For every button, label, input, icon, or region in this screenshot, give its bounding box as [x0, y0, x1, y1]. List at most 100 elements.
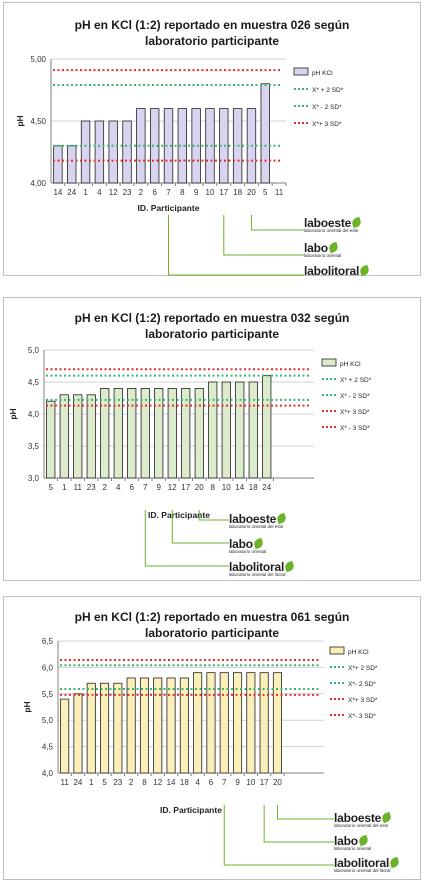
chart-panel-032: pH en KCl (1:2) reportado en muestra 032…: [3, 297, 421, 581]
y-tick-label: 5,0: [42, 716, 54, 725]
bar-20: [194, 388, 204, 479]
bar-2: [136, 108, 146, 184]
laboeste-logo: laboeste laboratorio oriental del este: [304, 216, 363, 233]
bar-14: [235, 381, 245, 479]
bar-10: [246, 672, 256, 774]
y-tick-label: 4,50: [30, 117, 46, 126]
bar-24: [67, 145, 77, 184]
bar-14: [53, 145, 63, 184]
bar-10: [205, 108, 215, 184]
leaf-icon: [275, 512, 288, 525]
logo-labolitoral-text: labolitoral: [304, 264, 360, 278]
bar-12: [167, 388, 177, 479]
labolitoral-logo: labolitoral laboratorio oriental del lit…: [334, 856, 401, 873]
x-tick-label: 18: [233, 188, 242, 197]
x-tick-label: 11: [275, 188, 284, 197]
legend-label: X* - 2 SD*: [340, 393, 370, 400]
labo-logo: labo laboratorio oriental: [334, 834, 371, 851]
bar-11: [60, 698, 70, 774]
labo-logo: labo laboratorio oriental: [304, 241, 342, 258]
bar-4: [94, 120, 105, 184]
legend-label: X* + 2 SD*: [340, 377, 372, 384]
legend-label: X*- 2 SD*: [348, 681, 376, 688]
chart-svg: 3,03,54,04,55,05 1 11 23 2 4 6 7 9 12 17 20 8 10 14 18 2…: [8, 346, 372, 567]
y-tick-label: 3,0: [28, 474, 40, 483]
x-axis-title: ID. Participante: [148, 510, 210, 520]
bar-20: [272, 672, 282, 774]
logo-labo-subtext: laboratorio oriental: [229, 549, 267, 554]
connector-line: [171, 510, 229, 544]
bar-7: [140, 388, 150, 479]
bar-18: [179, 677, 189, 774]
y-axis-title: pH: [8, 408, 18, 419]
x-tick-label: 5: [49, 483, 54, 492]
chart-svg: 4,0 4,5 5,0 5,5 6,0 6,5 11 24 1 5 23 2 8 12 14 18 4 6 7 9 10…: [22, 637, 378, 866]
bar-8: [177, 108, 188, 184]
y-tick-label: 4,5: [42, 743, 54, 752]
x-tick-label: 1: [62, 483, 67, 492]
logo-labo-text: labo: [229, 537, 253, 551]
x-tick-label: 9: [235, 778, 240, 787]
x-tick-label: 23: [123, 188, 132, 197]
x-tick-label: 2: [103, 483, 108, 492]
x-tick-label: 4: [195, 778, 200, 787]
x-axis-title: ID. Participante: [138, 203, 200, 213]
bar-10: [221, 381, 231, 479]
bar-1: [86, 682, 96, 774]
x-tick-label: 11: [60, 778, 69, 787]
chart-title-line-1: pH en KCl (1:2) reportado en muestra 061…: [74, 610, 350, 624]
chart-title: pH en KCl (1:2) reportado en muestra 026…: [4, 17, 420, 49]
bar-23: [86, 394, 96, 479]
x-tick-label: 20: [273, 778, 282, 787]
x-tick-label: 4: [116, 483, 121, 492]
chart-title: pH en KCl (1:2) reportado en muestra 032…: [4, 310, 420, 342]
x-tick-label: 14: [53, 188, 62, 197]
bar-1: [80, 120, 91, 184]
x-tick-label: 6: [130, 483, 135, 492]
chart-title-line-2: laboratorio participante: [144, 34, 280, 48]
bar-8: [208, 381, 218, 479]
bar-17: [259, 672, 269, 774]
bar-17: [181, 388, 191, 479]
legend-label: X* - 3 SD*: [340, 425, 370, 432]
x-tick-label: 12: [153, 778, 162, 787]
laboeste-logo: laboeste laboratorio oriental del este: [229, 512, 288, 529]
connector-line: [276, 805, 334, 820]
x-tick-label: 2: [139, 188, 144, 197]
bar-6: [149, 108, 160, 184]
x-tick-label: 18: [180, 778, 189, 787]
x-tick-label: 17: [260, 778, 269, 787]
x-tick-label: 8: [180, 188, 185, 197]
logo-labo-subtext: laboratorio oriental: [304, 253, 342, 258]
connector-line: [223, 215, 304, 256]
y-tick-label: 4,5: [28, 378, 40, 387]
logo-labo-text: labo: [334, 834, 358, 848]
logo-labolitoral-subtext: laboratorio oriental del litoral: [229, 572, 286, 577]
y-axis-title: pH: [15, 115, 25, 126]
bar-4: [193, 672, 203, 774]
legend-label: X*+ 3 SD*: [348, 697, 378, 704]
bar-24: [262, 375, 272, 479]
y-axis-title: pH: [22, 701, 32, 712]
x-tick-label: 6: [152, 188, 157, 197]
legend-label: pH KCl: [348, 649, 369, 656]
x-tick-label: 8: [142, 778, 147, 787]
x-axis-title: ID. Participante: [160, 805, 222, 815]
x-tick-label: 12: [109, 188, 118, 197]
y-tick-label: 6,0: [42, 663, 54, 672]
legend-label: X*+ 2 SD*: [348, 665, 378, 672]
x-tick-label: 2: [129, 778, 134, 787]
leaf-icon: [388, 856, 401, 869]
x-tick-label: 10: [246, 778, 255, 787]
bar-5: [100, 682, 110, 774]
y-tick-label: 5,00: [30, 55, 46, 64]
x-tick-label: 5: [102, 778, 107, 787]
y-tick-label: 3,5: [28, 442, 40, 451]
legend-swatch-bar: [321, 358, 337, 367]
bar-18: [248, 381, 258, 479]
bar-6: [206, 672, 216, 774]
logo-labolitoral-text: labolitoral: [334, 856, 390, 870]
logo-laboeste-subtext: laboratorio oriental del este: [229, 524, 284, 529]
laboeste-logo: laboeste laboratorio oriental del este: [334, 811, 393, 828]
leaf-icon: [283, 560, 296, 573]
